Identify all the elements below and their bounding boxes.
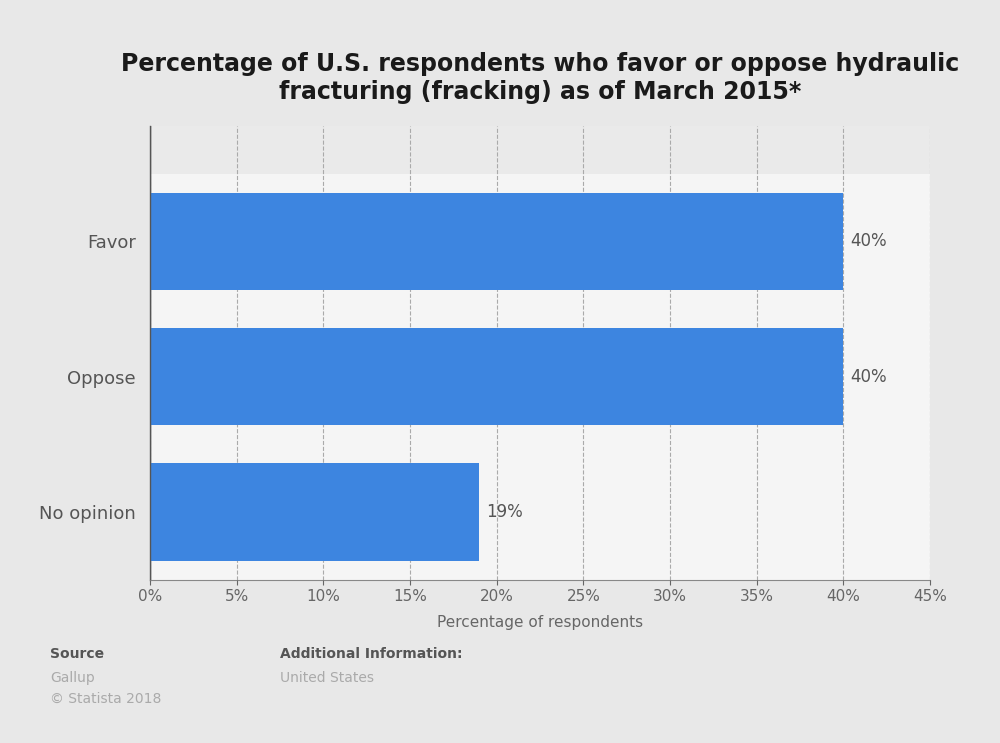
Text: United States: United States xyxy=(280,671,374,685)
Bar xyxy=(150,192,843,290)
Bar xyxy=(150,328,843,425)
Bar xyxy=(150,174,930,309)
X-axis label: Percentage of respondents: Percentage of respondents xyxy=(437,615,643,630)
Text: © Statista 2018: © Statista 2018 xyxy=(50,692,161,706)
Bar xyxy=(150,463,479,561)
Bar xyxy=(150,309,930,444)
Text: 40%: 40% xyxy=(850,368,887,386)
Text: Gallup: Gallup xyxy=(50,671,95,685)
Title: Percentage of U.S. respondents who favor or oppose hydraulic
fracturing (frackin: Percentage of U.S. respondents who favor… xyxy=(121,52,959,103)
Text: Source: Source xyxy=(50,646,104,661)
Bar xyxy=(150,444,930,580)
Text: 40%: 40% xyxy=(850,233,887,250)
Text: Additional Information:: Additional Information: xyxy=(280,646,462,661)
Text: 19%: 19% xyxy=(486,503,523,521)
